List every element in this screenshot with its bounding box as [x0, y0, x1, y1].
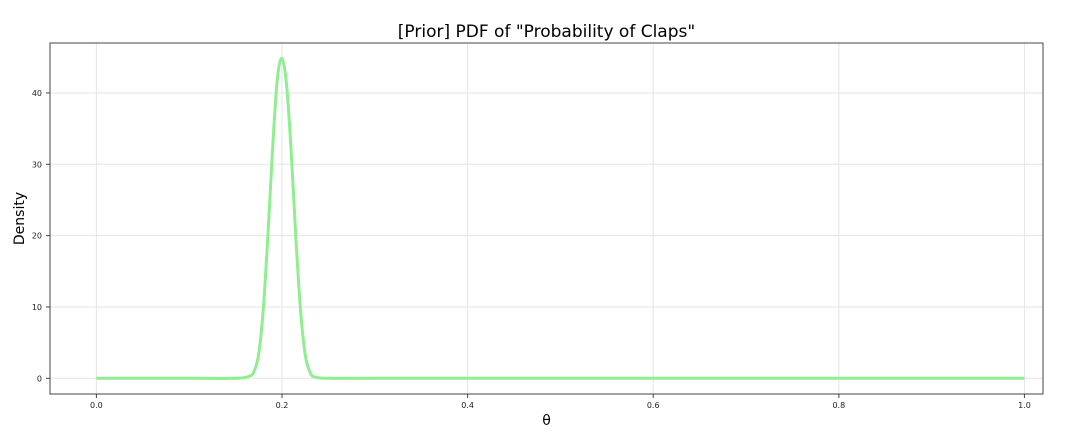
x-axis-ticks: 0.0 0.2 0.4 0.6 0.8 1.0: [90, 394, 1031, 410]
x-tick-label: 0.0: [90, 401, 103, 410]
x-tick-label: 0.2: [276, 401, 289, 410]
series-layer: [96, 57, 1025, 380]
y-tick-label: 20: [32, 232, 42, 241]
x-axis-label: θ: [542, 413, 551, 429]
y-axis-ticks: 0 10 20 30 40: [32, 89, 50, 383]
grid: [50, 43, 1043, 394]
chart-title: [Prior] PDF of "Probability of Claps": [398, 22, 695, 42]
x-tick-label: 0.8: [832, 401, 845, 410]
y-tick-label: 40: [32, 89, 42, 98]
y-tick-label: 10: [32, 303, 42, 312]
x-tick-label: 1.0: [1018, 401, 1031, 410]
x-tick-label: 0.6: [647, 401, 660, 410]
pdf-line: [96, 57, 1025, 380]
plot-frame: [49, 42, 1044, 395]
x-tick-label: 0.4: [461, 401, 474, 410]
y-tick-label: 30: [32, 160, 42, 169]
y-axis-label: Density: [12, 192, 28, 245]
y-tick-label: 0: [37, 374, 42, 383]
